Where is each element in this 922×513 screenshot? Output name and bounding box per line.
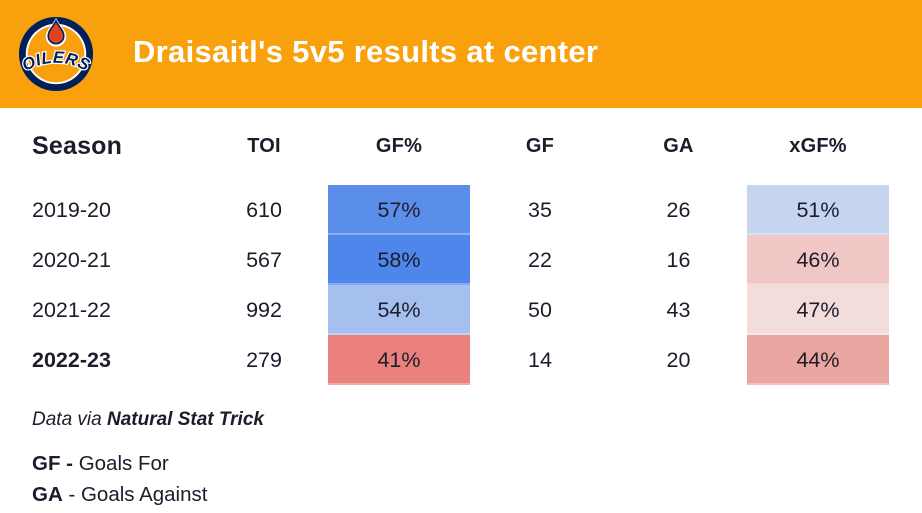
season-cell: 2022-23	[32, 347, 111, 372]
toi-cell: 279	[246, 347, 282, 372]
legend-gf-desc: Goals For	[73, 452, 169, 475]
stats-table: Season TOI GF% GF GA xGF% 2019-20 610 57…	[0, 108, 922, 385]
ga-cell: 20	[666, 347, 691, 372]
col-header-gf-pct: GF%	[375, 135, 423, 157]
gf-cell: 50	[528, 297, 552, 322]
xgf-pct-cell: 47%	[747, 285, 889, 335]
table-header-row: Season TOI GF% GF GA xGF%	[0, 108, 922, 185]
source-prefix: Data via	[32, 409, 107, 430]
xgf-pct-cell: 51%	[747, 185, 889, 235]
legend-ga-abbr: GA	[32, 483, 63, 506]
col-header-toi: TOI	[247, 135, 281, 157]
col-header-season: Season	[32, 132, 123, 160]
toi-cell: 610	[246, 197, 282, 222]
page-title: Draisaitl's 5v5 results at center	[133, 34, 599, 69]
table-row: 2022-23 279 41% 14 20 44%	[0, 335, 922, 385]
ga-cell: 43	[666, 297, 691, 322]
table-row: 2020-21 567 58% 22 16 46%	[0, 235, 922, 285]
gf-pct-cell: 57%	[328, 185, 470, 235]
table-row: 2019-20 610 57% 35 26 51%	[0, 185, 922, 235]
season-cell: 2019-20	[32, 197, 111, 222]
ga-cell: 16	[666, 247, 691, 272]
col-header-ga: GA	[663, 135, 694, 157]
col-header-gf: GF	[525, 135, 555, 157]
legend-gf-abbr: GF -	[32, 452, 73, 475]
toi-cell: 567	[246, 247, 282, 272]
legend-ga-desc: - Goals Against	[62, 483, 208, 506]
header-banner: OILERS Draisaitl's 5v5 results at center	[0, 0, 922, 108]
ga-cell: 26	[666, 197, 691, 222]
legend-gf: GF - Goals For	[32, 452, 922, 476]
gf-cell: 22	[528, 247, 552, 272]
season-cell: 2020-21	[32, 247, 111, 272]
data-source: Data via Natural Stat Trick	[32, 409, 922, 431]
oilers-logo-icon: OILERS	[17, 15, 95, 93]
gf-pct-cell: 54%	[328, 285, 470, 335]
gf-pct-cell: 41%	[328, 335, 470, 385]
xgf-pct-cell: 44%	[747, 335, 889, 385]
footer: Data via Natural Stat Trick GF - Goals F…	[0, 409, 922, 507]
gf-cell: 14	[528, 347, 552, 372]
xgf-pct-cell: 46%	[747, 235, 889, 285]
legend-ga: GA - Goals Against	[32, 483, 922, 507]
toi-cell: 992	[246, 297, 282, 322]
gf-pct-cell: 58%	[328, 235, 470, 285]
gf-cell: 35	[528, 197, 552, 222]
season-cell: 2021-22	[32, 297, 111, 322]
col-header-xgf-pct: xGF%	[789, 135, 847, 157]
source-name: Natural Stat Trick	[106, 409, 264, 430]
table-row: 2021-22 992 54% 50 43 47%	[0, 285, 922, 335]
